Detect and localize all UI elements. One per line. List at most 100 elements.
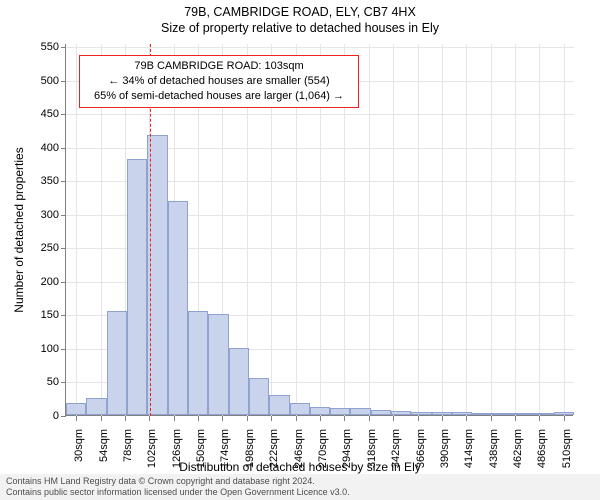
histogram-bar [513,413,533,415]
histogram-bar [391,411,411,415]
histogram-bar [330,408,350,415]
xtick-label: 54sqm [98,429,110,462]
xtick-mark [222,416,223,421]
xtick-label: 438sqm [488,429,500,468]
ytick-mark [61,315,66,316]
xtick-mark [271,416,272,421]
histogram-bar [371,410,391,415]
xtick-mark [198,416,199,421]
xtick-mark [393,416,394,421]
xtick-mark [539,416,540,421]
xtick-mark [491,416,492,421]
ytick-label: 300 [19,209,59,221]
gridline-v [539,44,540,416]
xtick-label: 222sqm [268,429,280,468]
xtick-mark [466,416,467,421]
xtick-label: 198sqm [244,429,256,468]
histogram-bar [350,408,370,415]
histogram-bar [310,407,330,415]
ytick-mark [61,382,66,383]
histogram-bar [107,311,127,415]
ytick-mark [61,282,66,283]
ytick-label: 200 [19,276,59,288]
xtick-label: 246sqm [293,429,305,468]
histogram-bar [472,413,492,415]
xtick-label: 390sqm [439,429,451,468]
plot-wrap: 79B CAMBRIDGE ROAD: 103sqm← 34% of detac… [65,44,573,416]
ytick-mark [61,114,66,115]
xtick-mark [369,416,370,421]
gridline-v [564,44,565,416]
xtick-mark [320,416,321,421]
ytick-label: 350 [19,175,59,187]
xtick-mark [515,416,516,421]
histogram-bar [208,314,228,415]
chart-container: 79B, CAMBRIDGE ROAD, ELY, CB7 4HX Size o… [0,0,600,500]
ytick-label: 150 [19,309,59,321]
ytick-label: 0 [19,410,59,422]
xtick-label: 150sqm [195,429,207,468]
annotation-line1: 79B CAMBRIDGE ROAD: 103sqm [88,59,350,74]
xtick-label: 366sqm [415,429,427,468]
xtick-mark [149,416,150,421]
gridline-v [466,44,467,416]
gridline-v [515,44,516,416]
annotation-line2: ← 34% of detached houses are smaller (55… [88,74,350,89]
histogram-bar [411,412,431,415]
gridline-v [393,44,394,416]
ytick-label: 400 [19,142,59,154]
histogram-bar [452,412,472,415]
histogram-bar [269,395,289,415]
xtick-label: 126sqm [171,429,183,468]
ytick-mark [61,181,66,182]
histogram-bar [432,412,452,415]
xtick-label: 102sqm [146,429,158,468]
ytick-mark [61,248,66,249]
xtick-label: 174sqm [219,429,231,468]
annotation-line3: 65% of semi-detached houses are larger (… [88,89,350,104]
xtick-label: 414sqm [463,429,475,468]
gridline-v [369,44,370,416]
histogram-bar [229,348,249,415]
xtick-label: 510sqm [561,429,573,468]
chart-title-description: Size of property relative to detached ho… [0,20,600,36]
plot-area: 79B CAMBRIDGE ROAD: 103sqm← 34% of detac… [65,44,573,416]
ytick-mark [61,47,66,48]
xtick-mark [418,416,419,421]
histogram-bar [493,413,513,415]
xtick-label: 318sqm [366,429,378,468]
xtick-mark [125,416,126,421]
annotation-box: 79B CAMBRIDGE ROAD: 103sqm← 34% of detac… [79,55,359,108]
footer-line1: Contains HM Land Registry data © Crown c… [6,476,594,487]
chart-title-address: 79B, CAMBRIDGE ROAD, ELY, CB7 4HX [0,0,600,20]
xtick-label: 294sqm [341,429,353,468]
gridline-v [76,44,77,416]
histogram-bar [249,378,269,415]
footer-line2: Contains public sector information licen… [6,487,594,498]
xtick-mark [344,416,345,421]
histogram-bar [86,398,106,415]
xtick-mark [564,416,565,421]
histogram-bar [533,413,553,415]
gridline-v [442,44,443,416]
histogram-bar [290,403,310,415]
gridline-v [491,44,492,416]
histogram-bar [168,201,188,415]
ytick-label: 550 [19,41,59,53]
histogram-bar [66,403,86,415]
histogram-bar [127,159,147,415]
ytick-label: 100 [19,343,59,355]
ytick-mark [61,416,66,417]
xtick-label: 78sqm [122,429,134,462]
xtick-mark [442,416,443,421]
xtick-label: 462sqm [512,429,524,468]
xtick-label: 486sqm [536,429,548,468]
xtick-label: 30sqm [73,429,85,462]
ytick-label: 500 [19,75,59,87]
histogram-bar [554,412,574,415]
ytick-label: 50 [19,376,59,388]
xtick-mark [247,416,248,421]
xtick-mark [296,416,297,421]
xtick-mark [76,416,77,421]
ytick-mark [61,81,66,82]
